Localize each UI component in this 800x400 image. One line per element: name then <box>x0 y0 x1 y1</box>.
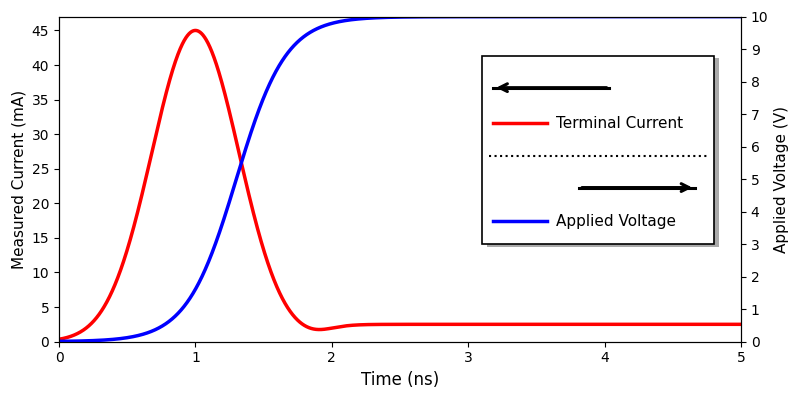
Y-axis label: Applied Voltage (V): Applied Voltage (V) <box>774 106 789 253</box>
Bar <box>487 58 719 247</box>
X-axis label: Time (ns): Time (ns) <box>361 371 439 389</box>
Text: Terminal Current: Terminal Current <box>556 116 683 131</box>
Y-axis label: Measured Current (mA): Measured Current (mA) <box>11 90 26 269</box>
Bar <box>482 56 714 244</box>
Text: Applied Voltage: Applied Voltage <box>556 214 676 229</box>
